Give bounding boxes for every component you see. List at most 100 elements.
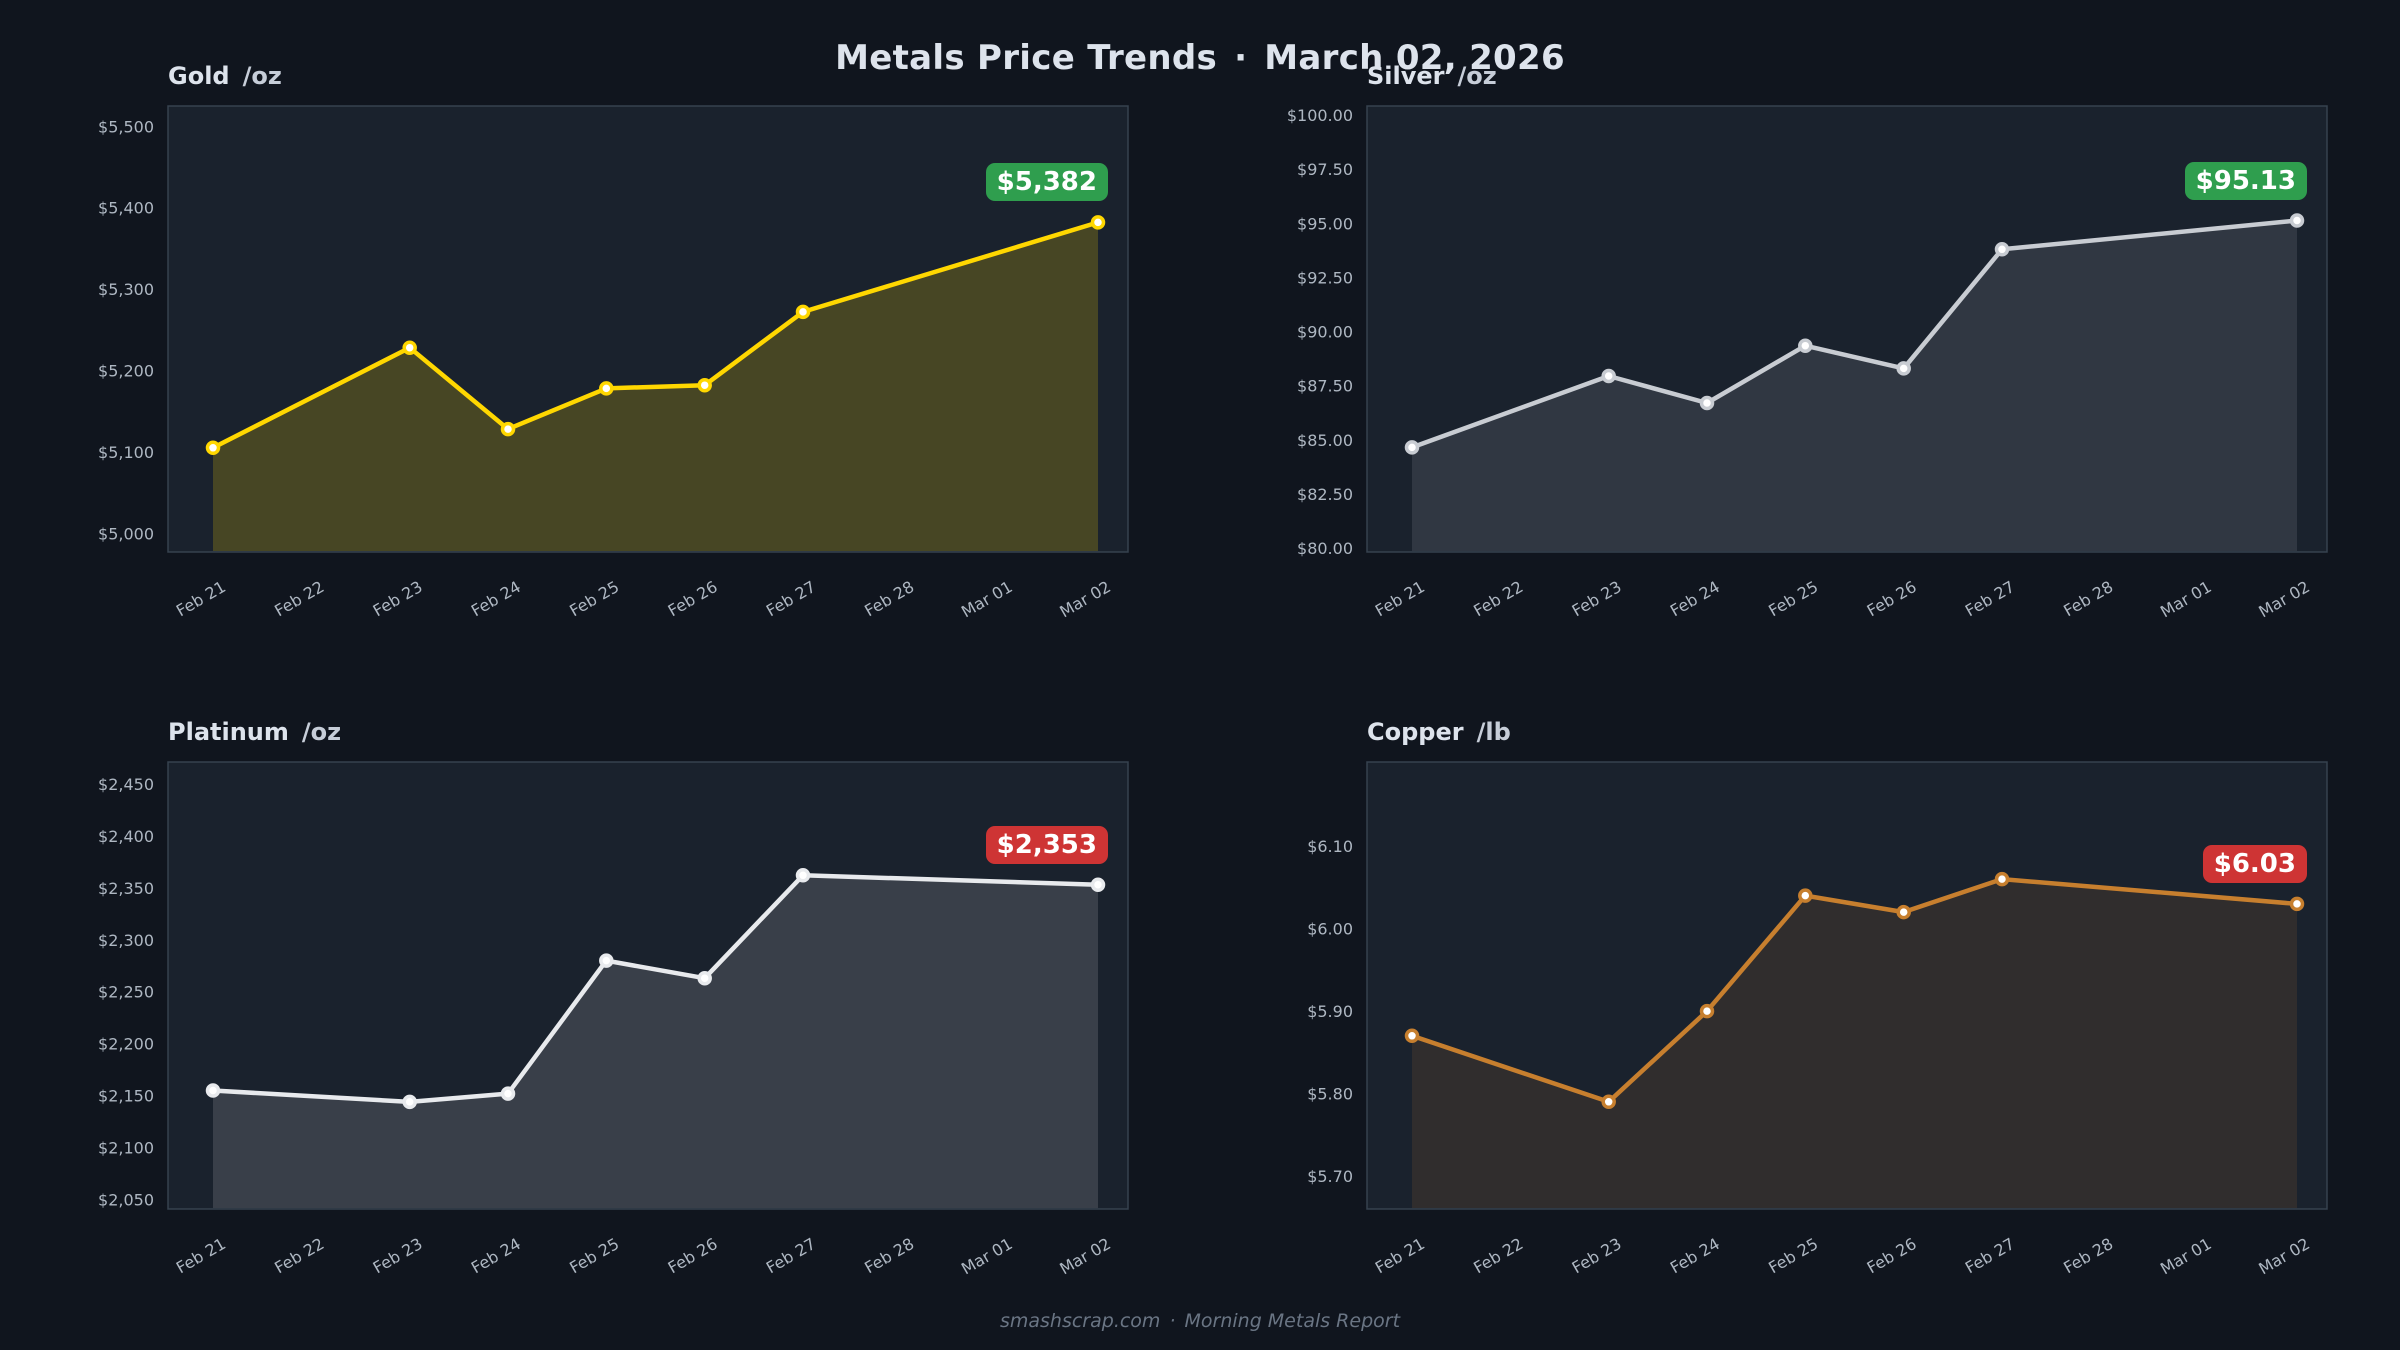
y-tick-label: $5,500 xyxy=(98,117,154,136)
data-point-marker xyxy=(1896,361,1911,376)
x-tick-label: Feb 28 xyxy=(861,1234,917,1277)
x-tick-label: Feb 27 xyxy=(1962,1234,2018,1277)
y-tick-label: $6.00 xyxy=(1307,920,1353,939)
chart-metal-label: Platinum xyxy=(168,718,289,746)
y-tick-label: $85.00 xyxy=(1297,431,1353,450)
data-point-marker xyxy=(1798,338,1813,353)
price-badge-platinum: $2,353 xyxy=(985,825,1108,864)
data-point-marker xyxy=(599,953,614,968)
area-fill xyxy=(213,222,1098,551)
data-point-marker xyxy=(599,381,614,396)
chart-unit-label: /oz xyxy=(1457,62,1497,90)
y-tick-label: $6.10 xyxy=(1307,837,1353,856)
x-tick-label: Feb 25 xyxy=(566,1234,622,1277)
x-tick-label: Feb 27 xyxy=(763,1234,819,1277)
x-tick-label: Mar 01 xyxy=(2157,577,2215,621)
data-point-marker xyxy=(500,1086,516,1101)
area-fill xyxy=(213,875,1098,1208)
x-tick-label: Feb 21 xyxy=(173,577,229,620)
x-tick-label: Mar 02 xyxy=(1056,1234,1114,1278)
y-tick-label: $2,250 xyxy=(98,983,154,1002)
data-point-marker xyxy=(1699,1003,1715,1019)
chart-unit-label: /oz xyxy=(242,62,282,90)
y-tick-label: $5,000 xyxy=(98,524,154,543)
price-badge-gold: $5,382 xyxy=(985,163,1108,202)
data-point-marker xyxy=(205,1083,221,1098)
x-tick-label: Feb 28 xyxy=(2060,1234,2116,1277)
data-point-marker xyxy=(1994,242,2010,257)
x-tick-label: Mar 02 xyxy=(2255,1234,2313,1278)
y-tick-label: $5.90 xyxy=(1307,1002,1353,1021)
chart-title-platinum: Platinum/oz xyxy=(168,718,341,746)
x-tick-label: Feb 24 xyxy=(1667,1234,1723,1277)
data-point-marker xyxy=(402,1094,417,1110)
data-point-marker xyxy=(1090,215,1106,230)
data-point-marker xyxy=(1699,395,1715,411)
x-tick-label: Feb 22 xyxy=(271,1234,327,1277)
area-fill xyxy=(1412,220,2297,551)
x-tick-label: Feb 21 xyxy=(1372,577,1428,620)
x-tick-label: Feb 28 xyxy=(2060,577,2116,620)
chart-unit-label: /lb xyxy=(1476,718,1511,746)
x-tick-label: Feb 26 xyxy=(665,1234,721,1277)
data-point-marker xyxy=(2289,896,2305,912)
x-tick-label: Feb 24 xyxy=(468,577,524,620)
y-tick-label: $2,150 xyxy=(98,1087,154,1106)
x-tick-label: Feb 21 xyxy=(173,1234,229,1277)
title-separator-dot: · xyxy=(1234,38,1248,78)
y-tick-label: $2,300 xyxy=(98,931,154,950)
chart-unit-label: /oz xyxy=(301,718,342,746)
chart-metal-label: Silver xyxy=(1367,62,1445,90)
chart-metal-label: Copper xyxy=(1367,718,1464,746)
x-tick-label: Feb 22 xyxy=(271,577,327,620)
x-tick-label: Feb 23 xyxy=(1569,1234,1625,1277)
chart-metal-label: Gold xyxy=(168,62,230,90)
data-point-marker xyxy=(500,421,516,437)
price-badge-silver: $95.13 xyxy=(2184,161,2307,200)
data-point-marker xyxy=(1896,904,1911,920)
x-tick-label: Feb 25 xyxy=(1765,577,1821,620)
area-fill xyxy=(1412,879,2297,1208)
x-tick-label: Mar 02 xyxy=(1056,577,1114,621)
y-tick-label: $87.50 xyxy=(1297,377,1353,396)
data-point-marker xyxy=(1090,877,1106,892)
y-tick-label: $95.00 xyxy=(1297,214,1353,233)
x-tick-label: Mar 02 xyxy=(2255,577,2313,621)
data-point-marker xyxy=(1601,368,1616,384)
data-point-marker xyxy=(795,868,811,883)
y-tick-label: $2,050 xyxy=(98,1191,154,1210)
plot-area-copper xyxy=(1366,761,2328,1210)
data-point-marker xyxy=(1798,888,1813,903)
y-tick-label: $2,100 xyxy=(98,1139,154,1158)
y-tick-label: $5,100 xyxy=(98,443,154,462)
x-tick-label: Mar 01 xyxy=(958,577,1016,621)
data-point-marker xyxy=(1601,1094,1616,1110)
x-tick-label: Feb 21 xyxy=(1372,1234,1428,1277)
x-tick-label: Mar 01 xyxy=(2157,1234,2215,1278)
data-point-marker xyxy=(2289,213,2305,228)
x-tick-label: Feb 26 xyxy=(1864,1234,1920,1277)
data-point-marker xyxy=(402,340,417,355)
data-point-marker xyxy=(697,970,712,986)
y-tick-label: $5.70 xyxy=(1307,1167,1353,1186)
y-tick-label: $2,400 xyxy=(98,827,154,846)
data-point-marker xyxy=(795,304,811,320)
x-tick-label: Feb 25 xyxy=(1765,1234,1821,1277)
footer-report-name: Morning Metals Report xyxy=(1184,1310,1401,1332)
plot-area-platinum xyxy=(167,761,1129,1210)
data-point-marker xyxy=(1404,1028,1420,1044)
x-tick-label: Feb 27 xyxy=(1962,577,2018,620)
plot-area-gold xyxy=(167,105,1129,553)
x-tick-label: Feb 26 xyxy=(1864,577,1920,620)
footer-separator-dot: · xyxy=(1169,1310,1176,1332)
chart-title-silver: Silver/oz xyxy=(1367,62,1497,90)
x-tick-label: Feb 23 xyxy=(1569,577,1625,620)
x-tick-label: Feb 24 xyxy=(1667,577,1723,620)
page-title: Metals Price Trends · March 02, 2026 xyxy=(0,38,2400,78)
y-tick-label: $2,350 xyxy=(98,879,154,898)
data-point-marker xyxy=(1994,871,2010,887)
page-title-date: March 02, 2026 xyxy=(1264,38,1565,78)
plot-area-silver xyxy=(1366,105,2328,553)
